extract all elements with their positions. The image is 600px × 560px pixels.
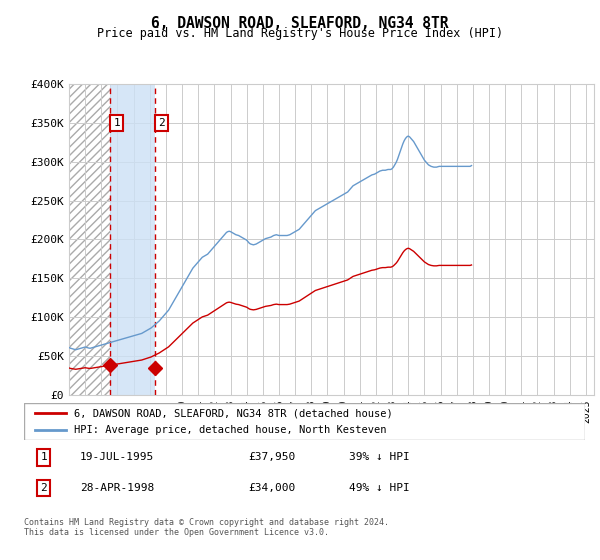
Bar (110, 84, 155, 395)
Text: 1: 1 (40, 452, 47, 462)
Text: Contains HM Land Registry data © Crown copyright and database right 2024.
This d: Contains HM Land Registry data © Crown c… (24, 518, 389, 538)
Text: 2: 2 (158, 118, 165, 128)
Text: 28-APR-1998: 28-APR-1998 (80, 483, 154, 493)
Bar (69, 84, 110, 395)
Text: HPI: Average price, detached house, North Kesteven: HPI: Average price, detached house, Nort… (74, 425, 387, 435)
Text: 49% ↓ HPI: 49% ↓ HPI (349, 483, 410, 493)
Text: Price paid vs. HM Land Registry's House Price Index (HPI): Price paid vs. HM Land Registry's House … (97, 27, 503, 40)
Text: 2: 2 (40, 483, 47, 493)
Text: 1: 1 (113, 118, 120, 128)
Text: 6, DAWSON ROAD, SLEAFORD, NG34 8TR: 6, DAWSON ROAD, SLEAFORD, NG34 8TR (151, 16, 449, 31)
Text: £37,950: £37,950 (248, 452, 296, 462)
Text: 6, DAWSON ROAD, SLEAFORD, NG34 8TR (detached house): 6, DAWSON ROAD, SLEAFORD, NG34 8TR (deta… (74, 408, 393, 418)
Text: 39% ↓ HPI: 39% ↓ HPI (349, 452, 410, 462)
Text: 19-JUL-1995: 19-JUL-1995 (80, 452, 154, 462)
Text: £34,000: £34,000 (248, 483, 296, 493)
